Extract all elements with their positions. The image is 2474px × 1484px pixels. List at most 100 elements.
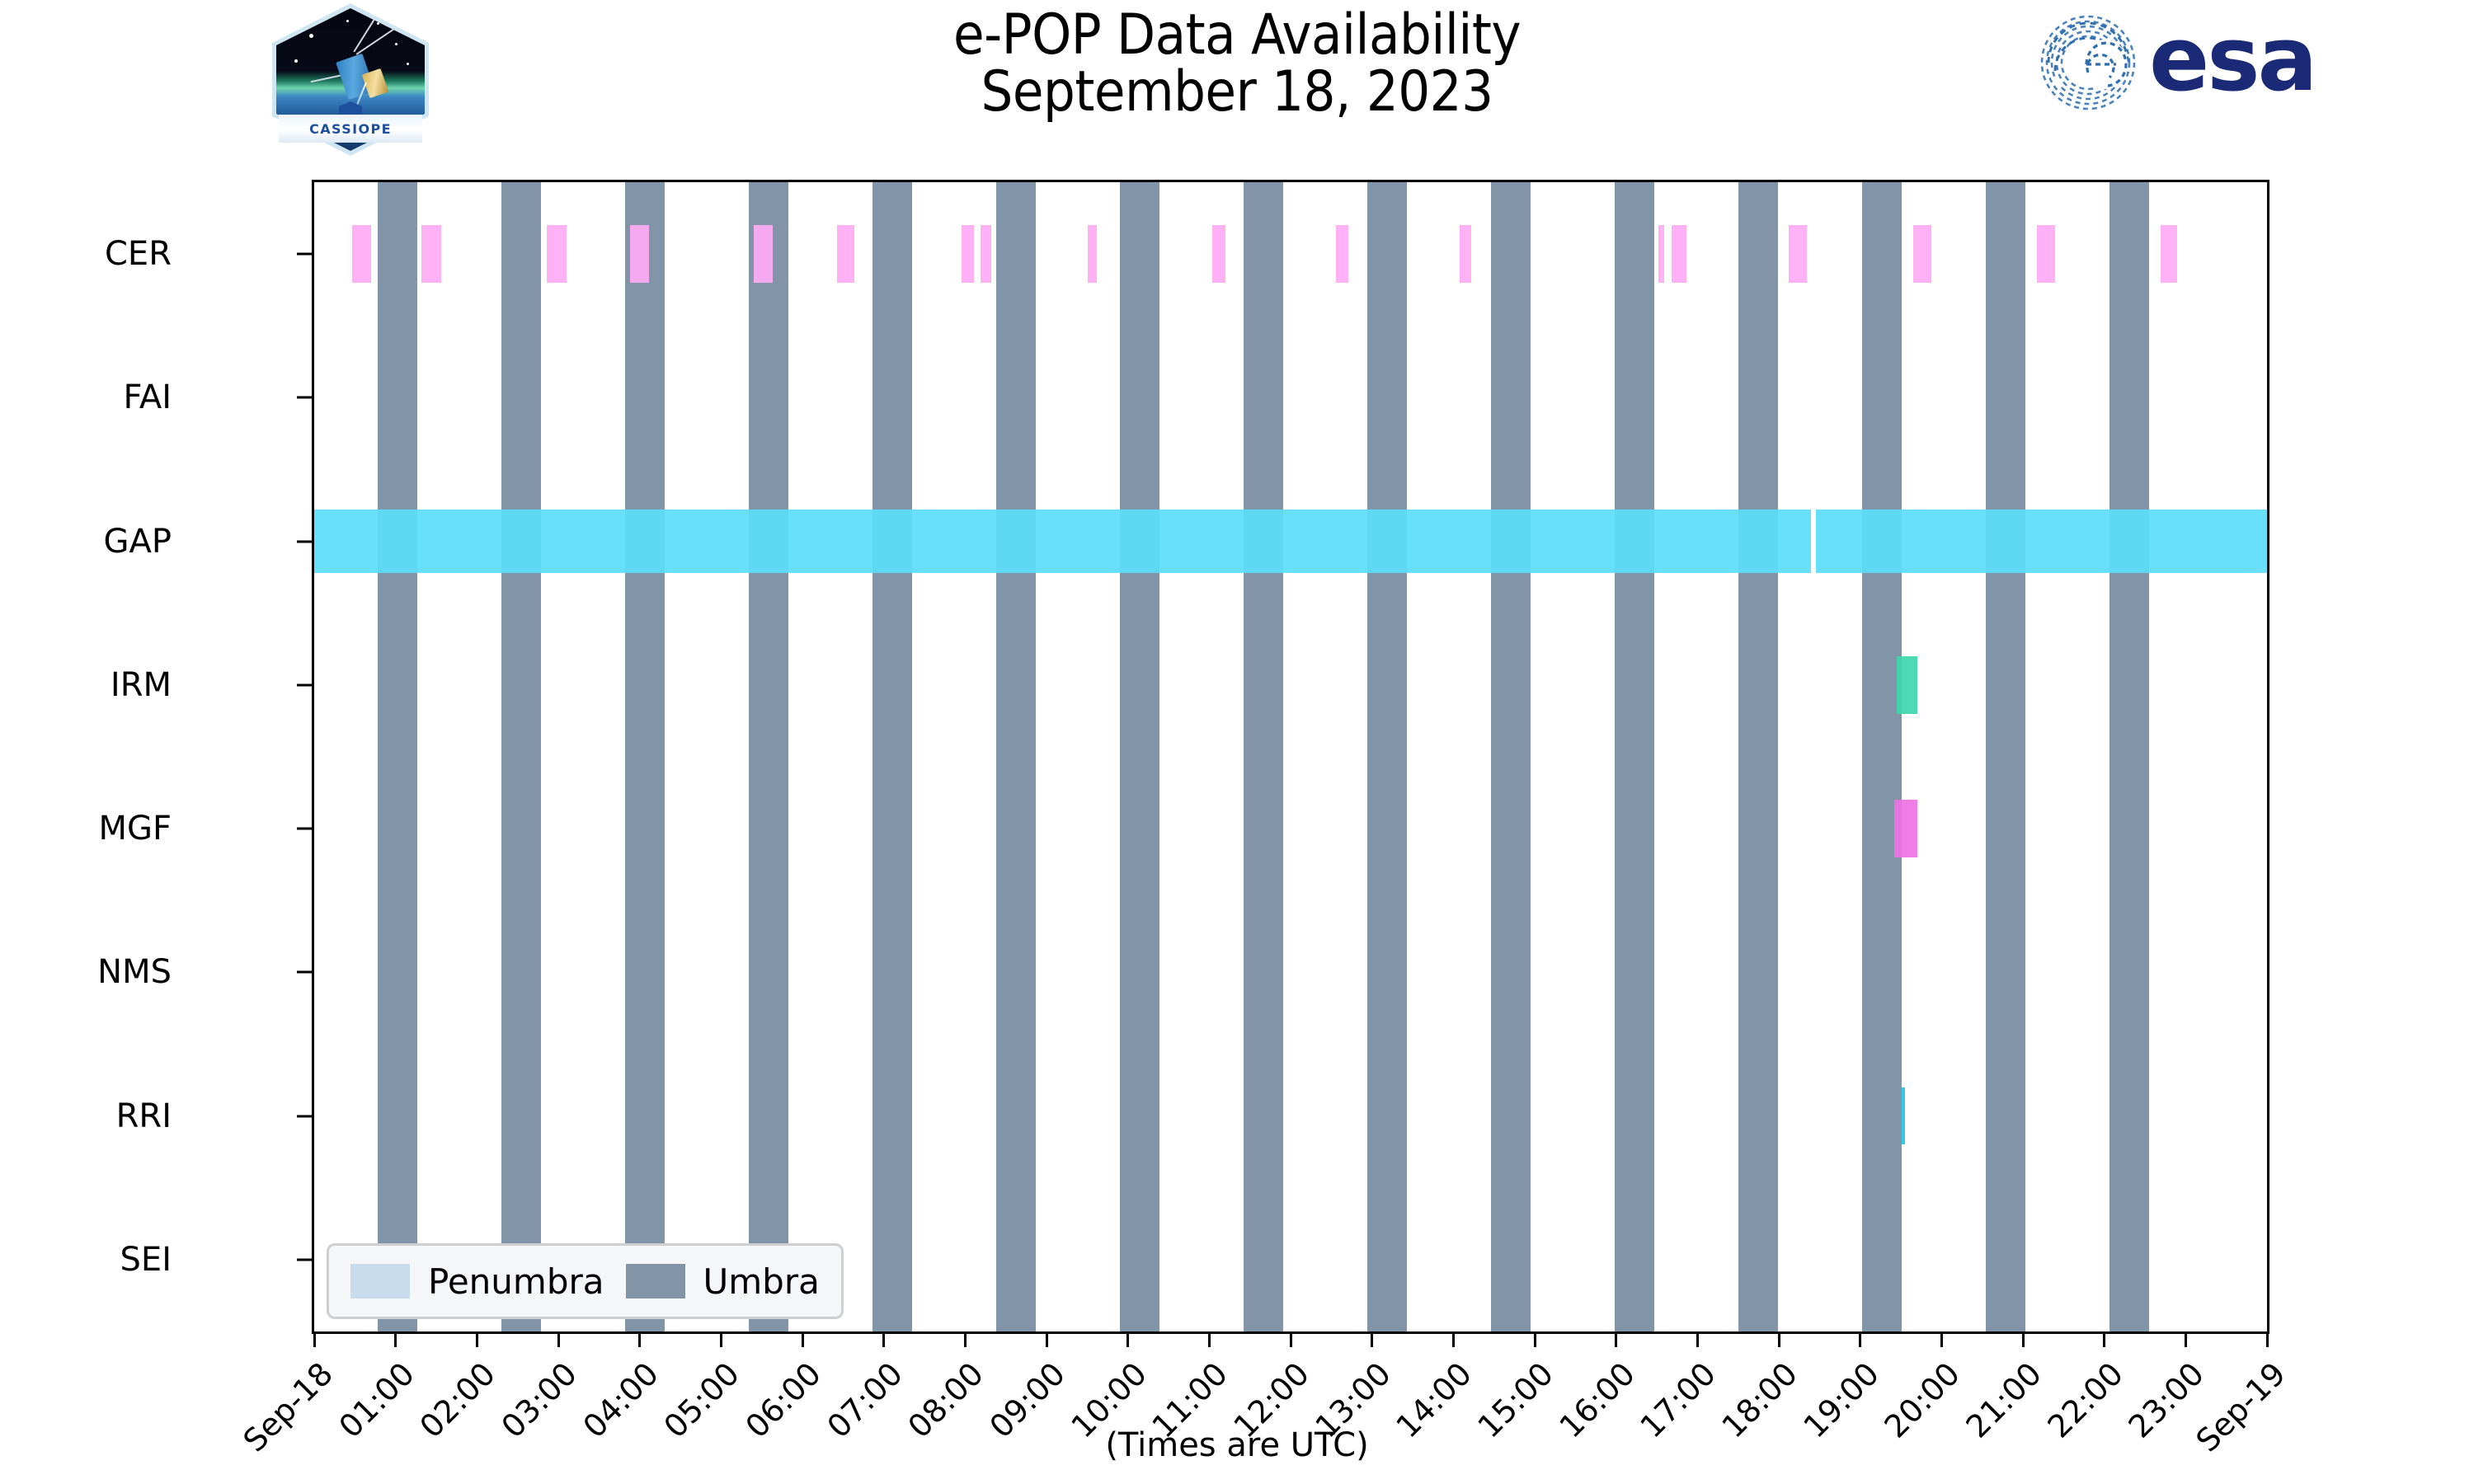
title-line-1: e-POP Data Availability [952, 2, 1522, 68]
timeline-plot-area [312, 180, 2269, 1334]
bar-cer [421, 225, 441, 283]
x-tick-mark [1126, 1334, 1130, 1347]
y-tick-label-sei: SEI [120, 1240, 172, 1279]
y-tick-mark [297, 1258, 312, 1261]
csa-emblem-icon [339, 101, 362, 118]
y-tick-mark [297, 827, 312, 830]
umbra-band [1738, 182, 1778, 1331]
umbra-band [501, 182, 542, 1331]
umbra-band [872, 182, 913, 1331]
bar-cer [1658, 225, 1664, 283]
y-tick-mark [297, 970, 312, 974]
y-tick-mark [297, 540, 312, 543]
bar-cer [1788, 225, 1807, 283]
x-tick-mark [2265, 1334, 2269, 1347]
y-tick-mark [297, 1115, 312, 1118]
umbra-band [1366, 182, 1408, 1331]
esa-swirl-icon [2040, 15, 2136, 110]
y-tick-label-fai: FAI [123, 378, 172, 417]
bar-cer [1912, 225, 1932, 283]
legend-entry-penumbra: Penumbra [350, 1261, 604, 1302]
x-tick-mark [719, 1334, 722, 1347]
umbra-band [1614, 182, 1655, 1331]
x-tick-mark [1859, 1334, 1862, 1347]
bar-gap [314, 510, 1812, 573]
bar-cer [1088, 225, 1098, 283]
umbra-band [1119, 182, 1160, 1331]
bar-irm [1897, 656, 1917, 714]
umbra-band [377, 182, 418, 1331]
x-tick-mark [638, 1334, 642, 1347]
y-tick-mark [297, 683, 312, 687]
x-tick-mark [1777, 1334, 1780, 1347]
legend-entry-umbra: Umbra [625, 1261, 820, 1302]
y-tick-mark [297, 396, 312, 399]
bar-cer [1671, 225, 1686, 283]
x-tick-mark [313, 1334, 316, 1347]
bar-cer [2160, 225, 2178, 283]
x-axis-caption: (Times are UTC) [1105, 1426, 1369, 1464]
x-tick-mark [1045, 1334, 1048, 1347]
cassiope-wordmark: CASSIOPE [309, 120, 392, 137]
umbra-band [1490, 182, 1531, 1331]
bar-gap [1816, 510, 2267, 573]
bar-rri [1901, 1087, 1905, 1145]
esa-wordmark: esa [2149, 8, 2317, 111]
bar-cer [962, 225, 975, 283]
umbra-band [1243, 182, 1284, 1331]
y-tick-label-rri: RRI [115, 1097, 172, 1135]
bar-cer [981, 225, 991, 283]
esa-logo: esa [2037, 13, 2400, 112]
x-tick-mark [2021, 1334, 2025, 1347]
umbra-band [624, 182, 666, 1331]
bar-cer [1212, 225, 1226, 283]
y-tick-label-cer: CER [105, 235, 172, 274]
legend: Penumbra Umbra [327, 1243, 844, 1319]
bar-cer [837, 225, 855, 283]
x-tick-mark [394, 1334, 397, 1347]
umbra-band [2109, 182, 2149, 1331]
umbra-band [1985, 182, 2025, 1331]
x-tick-mark [1207, 1334, 1211, 1347]
y-tick-label-irm: IRM [110, 665, 172, 704]
x-tick-mark [882, 1334, 886, 1347]
x-tick-mark [1451, 1334, 1455, 1347]
umbra-band [748, 182, 789, 1331]
legend-swatch-penumbra [350, 1264, 410, 1298]
bar-cer [753, 225, 774, 283]
bar-mgf [1894, 800, 1917, 857]
y-tick-label-mgf: MGF [98, 810, 172, 848]
x-tick-mark [1289, 1334, 1292, 1347]
y-tick-mark [297, 252, 312, 256]
bar-cer [1336, 225, 1349, 283]
x-tick-mark [2103, 1334, 2106, 1347]
y-tick-label-nms: NMS [97, 953, 172, 992]
page-title: e-POP Data Availability September 18, 20… [577, 7, 1897, 121]
cassiope-logo: CASSIOPE [272, 3, 429, 156]
x-tick-mark [963, 1334, 967, 1347]
legend-label-umbra: Umbra [703, 1261, 820, 1302]
bar-cer [547, 225, 567, 283]
umbra-band [995, 182, 1037, 1331]
x-tick-mark [557, 1334, 560, 1347]
plot-inner [314, 182, 2267, 1331]
x-tick-mark [1696, 1334, 1699, 1347]
y-tick-label-gap: GAP [103, 522, 172, 561]
x-tick-mark [801, 1334, 804, 1347]
x-tick-mark [1533, 1334, 1536, 1347]
bar-cer [2036, 225, 2056, 283]
legend-swatch-umbra [625, 1264, 685, 1298]
legend-label-penumbra: Penumbra [428, 1261, 604, 1302]
bar-cer [629, 225, 650, 283]
x-tick-mark [475, 1334, 478, 1347]
x-tick-mark [1940, 1334, 1943, 1347]
x-tick-mark [1371, 1334, 1374, 1347]
x-tick-mark [1615, 1334, 1618, 1347]
cassiope-banner: CASSIOPE [279, 115, 422, 143]
umbra-band [1861, 182, 1902, 1331]
bar-cer [352, 225, 372, 283]
x-tick-mark [2184, 1334, 2187, 1347]
title-line-2: September 18, 2023 [981, 59, 1493, 125]
bar-cer [1460, 225, 1472, 283]
